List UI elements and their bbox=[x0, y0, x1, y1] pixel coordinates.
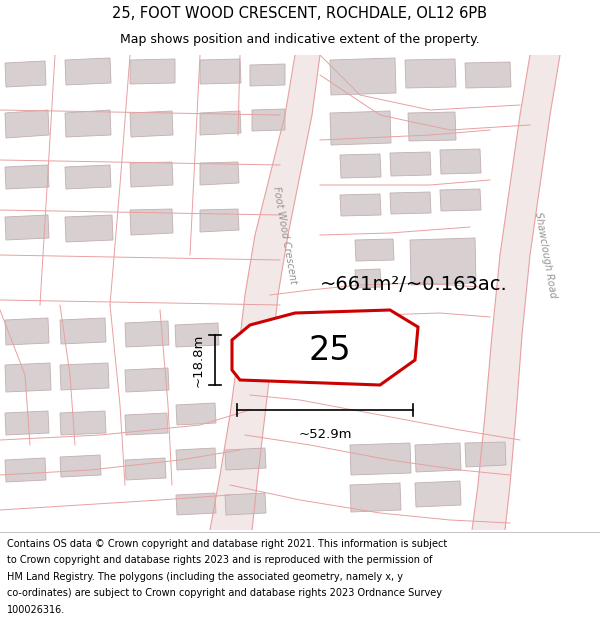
Polygon shape bbox=[130, 162, 173, 187]
Polygon shape bbox=[210, 55, 320, 530]
Polygon shape bbox=[330, 58, 396, 95]
Polygon shape bbox=[350, 443, 411, 475]
Text: to Crown copyright and database rights 2023 and is reproduced with the permissio: to Crown copyright and database rights 2… bbox=[7, 555, 433, 565]
Polygon shape bbox=[390, 152, 431, 176]
Polygon shape bbox=[440, 149, 481, 174]
Polygon shape bbox=[130, 209, 173, 235]
Polygon shape bbox=[130, 59, 175, 84]
Polygon shape bbox=[65, 215, 113, 242]
Polygon shape bbox=[252, 109, 285, 131]
Polygon shape bbox=[465, 62, 511, 88]
Polygon shape bbox=[225, 493, 266, 515]
Polygon shape bbox=[410, 238, 476, 285]
Text: co-ordinates) are subject to Crown copyright and database rights 2023 Ordnance S: co-ordinates) are subject to Crown copyr… bbox=[7, 588, 442, 598]
Polygon shape bbox=[65, 58, 111, 85]
Text: 25, FOOT WOOD CRESCENT, ROCHDALE, OL12 6PB: 25, FOOT WOOD CRESCENT, ROCHDALE, OL12 6… bbox=[113, 6, 487, 21]
Text: Shawclough Road: Shawclough Road bbox=[533, 211, 557, 299]
Text: 25: 25 bbox=[308, 334, 352, 366]
Polygon shape bbox=[5, 411, 49, 435]
Polygon shape bbox=[472, 55, 560, 530]
Polygon shape bbox=[330, 111, 391, 145]
Polygon shape bbox=[125, 368, 169, 392]
Polygon shape bbox=[175, 323, 219, 347]
Polygon shape bbox=[5, 458, 46, 482]
Polygon shape bbox=[176, 448, 216, 470]
Polygon shape bbox=[405, 59, 456, 88]
Polygon shape bbox=[125, 413, 168, 435]
Polygon shape bbox=[5, 165, 49, 189]
Polygon shape bbox=[200, 59, 241, 84]
Text: 100026316.: 100026316. bbox=[7, 605, 65, 615]
Polygon shape bbox=[390, 192, 431, 214]
Polygon shape bbox=[415, 481, 461, 507]
Polygon shape bbox=[125, 321, 169, 347]
Polygon shape bbox=[60, 411, 106, 435]
Polygon shape bbox=[60, 318, 106, 344]
Text: ~18.8m: ~18.8m bbox=[192, 333, 205, 387]
Polygon shape bbox=[200, 162, 239, 185]
Polygon shape bbox=[5, 110, 49, 138]
Polygon shape bbox=[340, 194, 381, 216]
Polygon shape bbox=[65, 110, 111, 137]
Polygon shape bbox=[65, 165, 111, 189]
Polygon shape bbox=[5, 363, 51, 392]
Polygon shape bbox=[465, 442, 506, 467]
Polygon shape bbox=[5, 215, 49, 240]
Text: ~52.9m: ~52.9m bbox=[298, 428, 352, 441]
Polygon shape bbox=[340, 154, 381, 178]
Polygon shape bbox=[60, 455, 101, 477]
Polygon shape bbox=[350, 483, 401, 512]
Polygon shape bbox=[355, 269, 381, 288]
Polygon shape bbox=[130, 111, 173, 137]
Polygon shape bbox=[125, 458, 166, 480]
Text: Contains OS data © Crown copyright and database right 2021. This information is : Contains OS data © Crown copyright and d… bbox=[7, 539, 448, 549]
Text: Foot Wood Crescent: Foot Wood Crescent bbox=[271, 186, 299, 284]
Polygon shape bbox=[5, 318, 49, 345]
Text: ~661m²/~0.163ac.: ~661m²/~0.163ac. bbox=[320, 276, 508, 294]
Text: HM Land Registry. The polygons (including the associated geometry, namely x, y: HM Land Registry. The polygons (includin… bbox=[7, 572, 403, 582]
Polygon shape bbox=[5, 61, 46, 87]
Polygon shape bbox=[225, 448, 266, 470]
Polygon shape bbox=[200, 209, 239, 232]
Polygon shape bbox=[440, 189, 481, 211]
Polygon shape bbox=[355, 239, 394, 261]
Polygon shape bbox=[232, 310, 418, 385]
Polygon shape bbox=[200, 111, 241, 135]
Polygon shape bbox=[408, 112, 456, 141]
Polygon shape bbox=[176, 493, 216, 515]
Text: Map shows position and indicative extent of the property.: Map shows position and indicative extent… bbox=[120, 33, 480, 46]
Polygon shape bbox=[415, 443, 461, 472]
Polygon shape bbox=[60, 363, 109, 390]
Polygon shape bbox=[250, 64, 285, 86]
Polygon shape bbox=[176, 403, 216, 425]
